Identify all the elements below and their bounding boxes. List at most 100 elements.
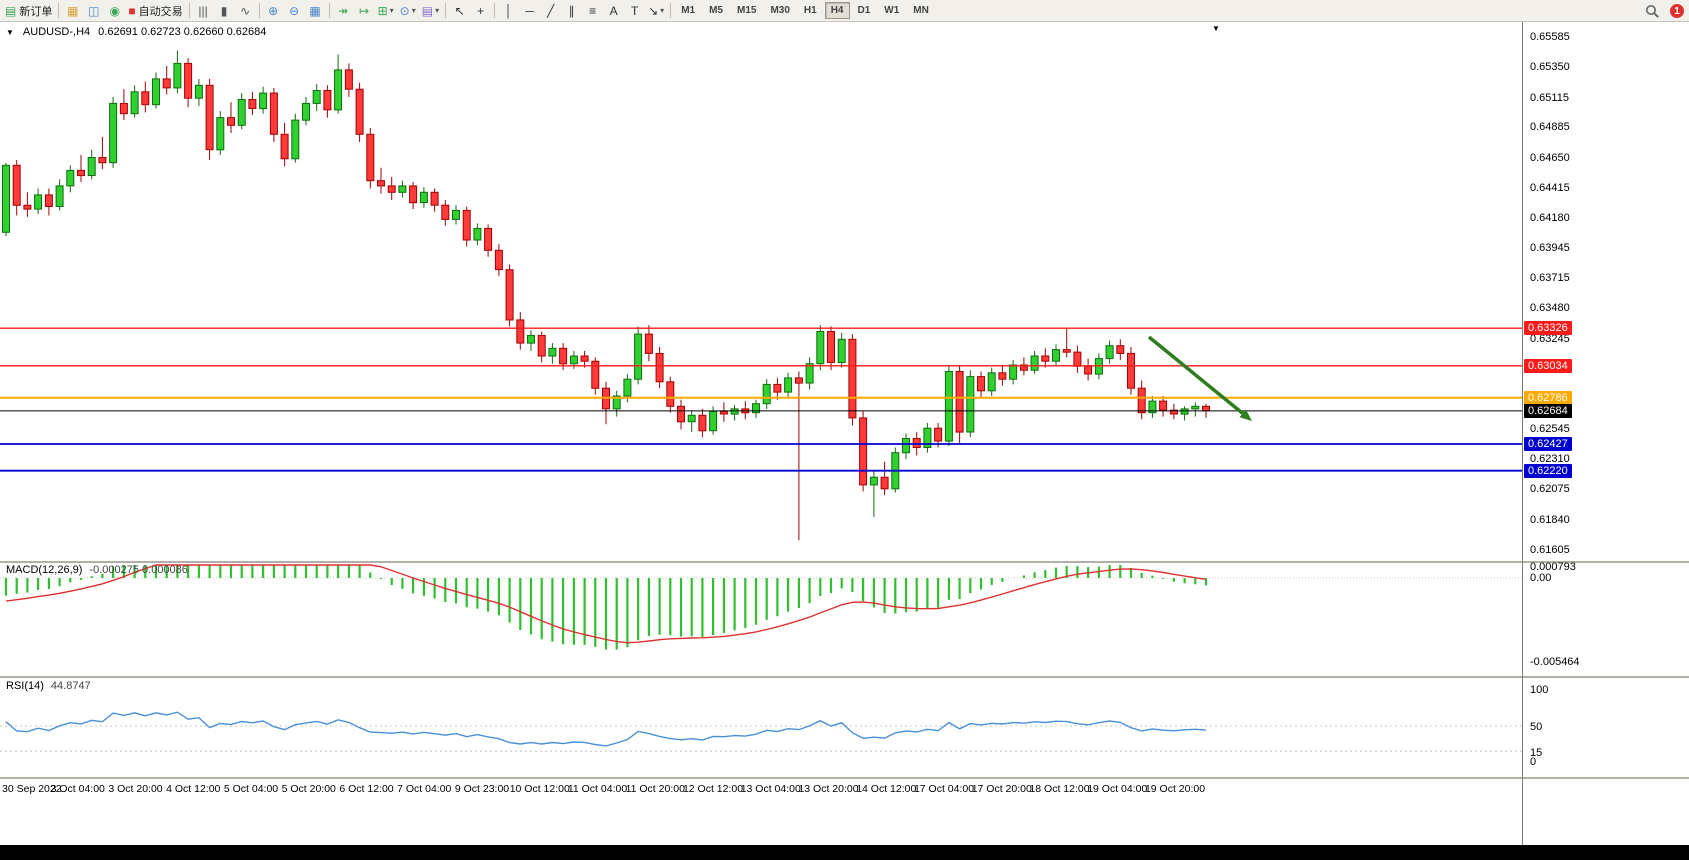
price-tick-label: 0.62075	[1530, 483, 1570, 496]
toolbar-separator	[670, 3, 672, 18]
data-window-icon: ◉	[109, 3, 121, 18]
toolbar-separator	[258, 3, 260, 18]
chart-menu-triangle-icon[interactable]: ▼	[6, 27, 14, 37]
search-icon[interactable]	[1642, 2, 1663, 21]
time-label: 11 Oct 04:00	[567, 783, 628, 795]
price-line-label: 0.62786	[1524, 390, 1572, 405]
data-window-button[interactable]: ◉	[104, 1, 125, 20]
timeframe-m1[interactable]: M1	[681, 5, 696, 16]
arrow-tool-icon: ↘	[648, 3, 659, 18]
label-button[interactable]: T	[624, 1, 645, 20]
line-chart-icon: ∿	[240, 3, 251, 18]
price-tick-label: 0.64180	[1530, 212, 1570, 225]
bottom-bar	[0, 845, 1689, 860]
time-label: 17 Oct 04:00	[913, 783, 975, 795]
tile-windows-icon: ▦	[309, 3, 321, 18]
time-label: 3 Oct 20:00	[108, 783, 163, 795]
price-tick-label: 0.62545	[1530, 422, 1570, 435]
line-chart-button[interactable]: ∿	[235, 1, 256, 20]
time-label: 11 Oct 20:00	[625, 783, 685, 795]
chart-header: ▼ AUDUSD-,H4 0.62691 0.62723 0.62660 0.6…	[6, 26, 266, 38]
notification-badge[interactable]: 1	[1670, 4, 1684, 18]
channel-icon: ∥	[568, 3, 575, 18]
timeframe-d1[interactable]: D1	[857, 5, 871, 16]
bar-chart-button[interactable]: |||	[193, 1, 214, 20]
toolbar-separator	[494, 3, 496, 18]
price-tick-label: 0.65115	[1530, 91, 1569, 104]
price-tick-label: 0.65350	[1530, 61, 1570, 74]
arrows-button[interactable]: ↘ ▾	[645, 1, 667, 20]
new-order-button[interactable]: ▤ 新订单	[2, 1, 55, 20]
scroll-position-marker-icon: ▼	[1212, 24, 1220, 33]
channel-button[interactable]: ∥	[561, 1, 582, 20]
price-tick-label: 0.61840	[1530, 513, 1570, 526]
label-icon: T	[630, 3, 639, 18]
main-price-chart[interactable]	[0, 22, 1522, 560]
templates-icon: ▤	[421, 3, 434, 18]
price-line-label: 0.62684	[1524, 403, 1572, 418]
price-tick-label: 0.63945	[1530, 242, 1570, 255]
crosshair-button[interactable]: +	[470, 1, 491, 20]
time-label: 7 Oct 04:00	[397, 783, 452, 795]
timeframe-m5[interactable]: M5	[709, 5, 723, 16]
chart-shift-icon: ↦	[359, 3, 370, 18]
market-watch-button[interactable]: ◫	[83, 1, 104, 20]
timeframe-w1[interactable]: W1	[884, 5, 900, 16]
autotrade-button[interactable]: ■ 自动交易	[125, 1, 185, 20]
time-label: 4 Oct 12:00	[166, 783, 221, 795]
tile-windows-button[interactable]: ▦	[305, 1, 326, 20]
time-label: 18 Oct 12:00	[1029, 783, 1090, 795]
panel-separator[interactable]	[0, 676, 1689, 678]
chevron-down-icon: ▾	[411, 6, 416, 15]
time-label: 5 Oct 04:00	[223, 783, 279, 795]
auto-scroll-button[interactable]: ↠	[333, 1, 354, 20]
time-label: 19 Oct 20:00	[1144, 783, 1206, 795]
rsi-axis-label: 0	[1530, 756, 1537, 768]
crosshair-icon: +	[477, 3, 485, 18]
price-line-label: 0.62427	[1524, 437, 1572, 452]
chevron-down-icon: ▾	[660, 6, 665, 15]
time-label: 3 Oct 04:00	[50, 783, 105, 795]
chart-window: ▼ AUDUSD-,H4 0.62691 0.62723 0.62660 0.6…	[0, 22, 1689, 860]
horizontal-line-button[interactable]: ─	[519, 1, 540, 20]
candlestick-chart-button[interactable]: ▮	[214, 1, 235, 20]
toolbar-right: 1	[1642, 0, 1684, 22]
toolbar-separator	[445, 3, 447, 18]
autotrade-button-label: 自动交易	[138, 5, 183, 18]
price-line-label: 0.63034	[1524, 358, 1572, 373]
clock-icon: ⊙	[399, 3, 410, 18]
price-tick-label: 0.65585	[1530, 31, 1570, 43]
ohlc-label: 0.62691 0.62723 0.62660 0.62684	[98, 26, 267, 38]
panel-separator[interactable]	[0, 561, 1689, 563]
rsi-panel[interactable]	[0, 679, 1522, 777]
timeframe-m30[interactable]: M30	[770, 5, 790, 16]
timeframe-h4[interactable]: H4	[824, 2, 850, 19]
periods-button[interactable]: ⊙ ▾	[397, 1, 419, 20]
candlestick-icon: ▮	[220, 3, 228, 18]
fibonacci-button[interactable]: ≡	[582, 1, 603, 20]
vertical-line-button[interactable]: │	[498, 1, 519, 20]
timeframe-m15[interactable]: M15	[737, 5, 757, 16]
time-label: 5 Oct 20:00	[281, 783, 336, 795]
indicators-button[interactable]: ⊞ ▾	[375, 1, 397, 20]
chart-shift-button[interactable]: ↦	[354, 1, 375, 20]
trendline-button[interactable]: ╱	[540, 1, 561, 20]
time-label: 12 Oct 12:00	[682, 783, 744, 795]
charts-window-button[interactable]: ▦	[62, 1, 83, 20]
chart-window-icon: ▦	[67, 3, 79, 18]
text-button[interactable]: A	[603, 1, 624, 20]
rsi-label: RSI(14) 44.8747	[6, 680, 91, 692]
price-axis[interactable]: 0.65585 0.65350 0.65115 0.64885 0.64650 0.644…	[1522, 22, 1689, 845]
templates-button[interactable]: ▤ ▾	[419, 1, 442, 20]
zoom-in-button[interactable]: ⊕	[263, 1, 284, 20]
autotrade-stop-icon: ■	[128, 3, 136, 18]
time-axis[interactable]: 30 Sep 2022 3 Oct 04:00 3 Oct 20:00 4 Oct 1…	[0, 780, 1522, 800]
cursor-button[interactable]: ↖	[449, 1, 470, 20]
market-watch-icon: ◫	[88, 3, 100, 18]
timeframe-h1[interactable]: H1	[803, 5, 817, 16]
text-icon: A	[609, 3, 618, 18]
zoom-out-button[interactable]: ⊖	[284, 1, 305, 20]
timeframe-mn[interactable]: MN	[913, 5, 929, 16]
symbol-label: AUDUSD-,H4	[22, 26, 91, 38]
macd-panel[interactable]	[0, 563, 1522, 676]
